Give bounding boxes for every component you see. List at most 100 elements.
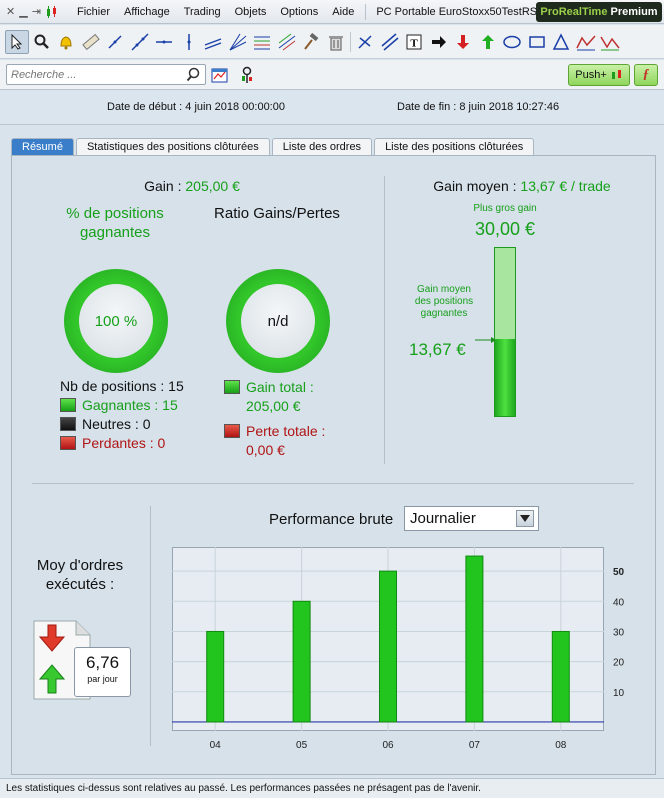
search-input[interactable]	[7, 65, 183, 84]
total-gain: Gain total : 205,00 €	[224, 378, 314, 416]
window-controls: ✕ ▁ ⇥	[0, 5, 70, 19]
arrow-down-icon[interactable]	[451, 30, 475, 54]
toolbar-separator	[350, 31, 351, 52]
close-icon[interactable]: ✕	[6, 6, 16, 18]
ratio-ring: n/d	[226, 269, 330, 373]
chevron-down-icon[interactable]	[516, 510, 534, 527]
fibonacci-icon[interactable]	[250, 30, 274, 54]
total-loss: Perte totale : 0,00 €	[224, 422, 325, 460]
cursor-icon[interactable]	[5, 29, 29, 54]
workspace-name[interactable]: PC Portable EuroStoxx50TestRSI	[376, 5, 541, 18]
menu-options[interactable]: Options	[280, 5, 319, 18]
performance-title: Performance brute	[269, 511, 394, 528]
parallel-lines-icon[interactable]	[378, 30, 402, 54]
menu-aide[interactable]: Aide	[332, 5, 355, 18]
alarm-bell-icon[interactable]	[54, 30, 78, 54]
cross-segment-icon[interactable]	[353, 30, 377, 54]
candlestick-logo-icon	[46, 5, 56, 18]
report-tabs: Résumé Statistiques des positions clôtur…	[11, 138, 536, 156]
tab-order-list[interactable]: Liste des ordres	[271, 138, 373, 156]
fan-lines-icon[interactable]	[226, 30, 250, 54]
formula-icon: ƒ	[642, 67, 650, 82]
pct-winning-ring: 100 %	[64, 269, 168, 373]
pin-icon[interactable]: ⇥	[31, 6, 41, 18]
orders-title: Moy d'ordres exécutés :	[36, 557, 124, 593]
ellipse-icon[interactable]	[500, 30, 524, 54]
y-tick-label: 20	[613, 658, 625, 669]
biggest-gain-label: Plus gros gain	[473, 203, 537, 214]
tab-closed-positions-list[interactable]: Liste des positions clôturées	[374, 138, 535, 156]
segment-icon[interactable]	[103, 30, 127, 54]
rectangle-icon[interactable]	[525, 30, 549, 54]
new-chart-icon[interactable]	[210, 65, 230, 85]
period-select-value: Journalier	[410, 510, 476, 527]
trash-icon[interactable]	[324, 30, 348, 54]
avg-winning-value: 13,67 €	[409, 340, 466, 359]
gain-value: 205,00 €	[185, 178, 240, 194]
period-select[interactable]: Journalier	[404, 506, 539, 531]
section-divider-vertical	[384, 176, 385, 464]
channel-icon[interactable]	[201, 30, 225, 54]
formula-button[interactable]: ƒ	[634, 64, 658, 86]
winning-swatch	[60, 398, 76, 412]
winning-count: Gagnantes : 15	[82, 397, 178, 413]
menu-objets[interactable]: Objets	[234, 5, 267, 18]
total-loss-label: Perte totale :	[246, 423, 326, 439]
ruler-icon[interactable]	[79, 30, 103, 54]
menu-trading[interactable]: Trading	[183, 5, 221, 18]
trendline-icon[interactable]	[128, 30, 152, 54]
screener-icon[interactable]	[238, 65, 258, 85]
candlestick-icon	[611, 70, 621, 79]
nb-positions: Nb de positions : 15	[60, 378, 184, 394]
push-plus-button[interactable]: Push+	[568, 64, 630, 86]
performance-chart: 04 05 06 07 08 10 20 30 40 50	[172, 547, 625, 751]
winning-row: Gagnantes : 15	[60, 397, 178, 413]
y-tick-label: 50	[613, 567, 625, 578]
x-tick-label: 06	[382, 740, 394, 751]
tab-resume[interactable]: Résumé	[11, 138, 74, 156]
section-divider-horizontal	[32, 483, 634, 484]
orders-divider	[150, 506, 151, 746]
chart-bar	[206, 630, 225, 723]
avg-gain-label: Gain moyen :	[433, 178, 521, 194]
orders-unit: par jour	[87, 674, 118, 684]
chart-bar	[465, 555, 484, 723]
neutral-row: Neutres : 0	[60, 416, 150, 432]
push-plus-label: Push+	[575, 69, 607, 81]
losing-row: Perdantes : 0	[60, 435, 165, 451]
text-tool-icon[interactable]: T	[402, 30, 426, 54]
tab-closed-positions-stats[interactable]: Statistiques des positions clôturées	[75, 138, 270, 156]
avg-winning-label: Gain moyen des positions gagnantes	[414, 284, 474, 319]
chart-bar	[551, 630, 570, 723]
zigzag-icon[interactable]	[574, 30, 598, 54]
arrow-up-icon[interactable]	[476, 30, 500, 54]
arrow-right-icon[interactable]	[427, 30, 451, 54]
zoom-icon[interactable]	[30, 30, 54, 54]
pattern-icon[interactable]	[598, 30, 622, 54]
losing-count: Perdantes : 0	[82, 435, 166, 451]
horizontal-line-icon[interactable]	[152, 30, 176, 54]
orders-value: 6,76	[85, 653, 120, 672]
y-tick-label: 10	[613, 688, 625, 699]
brand-badge: ProRealTime Premium	[536, 2, 662, 22]
search-icon[interactable]	[186, 67, 201, 82]
avg-gain-line: Gain moyen : 13,67 € / trade	[388, 178, 656, 194]
hammer-icon[interactable]	[299, 30, 323, 54]
gain-line: Gain : 205,00 €	[12, 178, 372, 194]
vertical-line-icon[interactable]	[177, 30, 201, 54]
pitchfork-icon[interactable]	[275, 30, 299, 54]
x-tick-label: 05	[296, 740, 308, 751]
status-bar: Les statistiques ci-dessus sont relative…	[0, 778, 664, 798]
minimize-icon[interactable]: ▁	[19, 6, 28, 18]
total-gain-swatch	[224, 380, 240, 394]
date-range-row: Date de début : 4 juin 2018 00:00:00 Dat…	[0, 91, 664, 125]
brand-name: ProRealTime	[540, 6, 608, 18]
gain-label: Gain :	[144, 178, 186, 194]
triangle-icon[interactable]	[549, 30, 573, 54]
menu-affichage[interactable]: Affichage	[124, 5, 170, 18]
menu-fichier[interactable]: Fichier	[77, 5, 111, 18]
neutral-count: Neutres : 0	[82, 416, 151, 432]
pct-winning-title: % de positions gagnantes	[66, 205, 164, 241]
orders-box: 6,76 par jour	[74, 647, 131, 697]
total-loss-swatch	[224, 424, 240, 438]
